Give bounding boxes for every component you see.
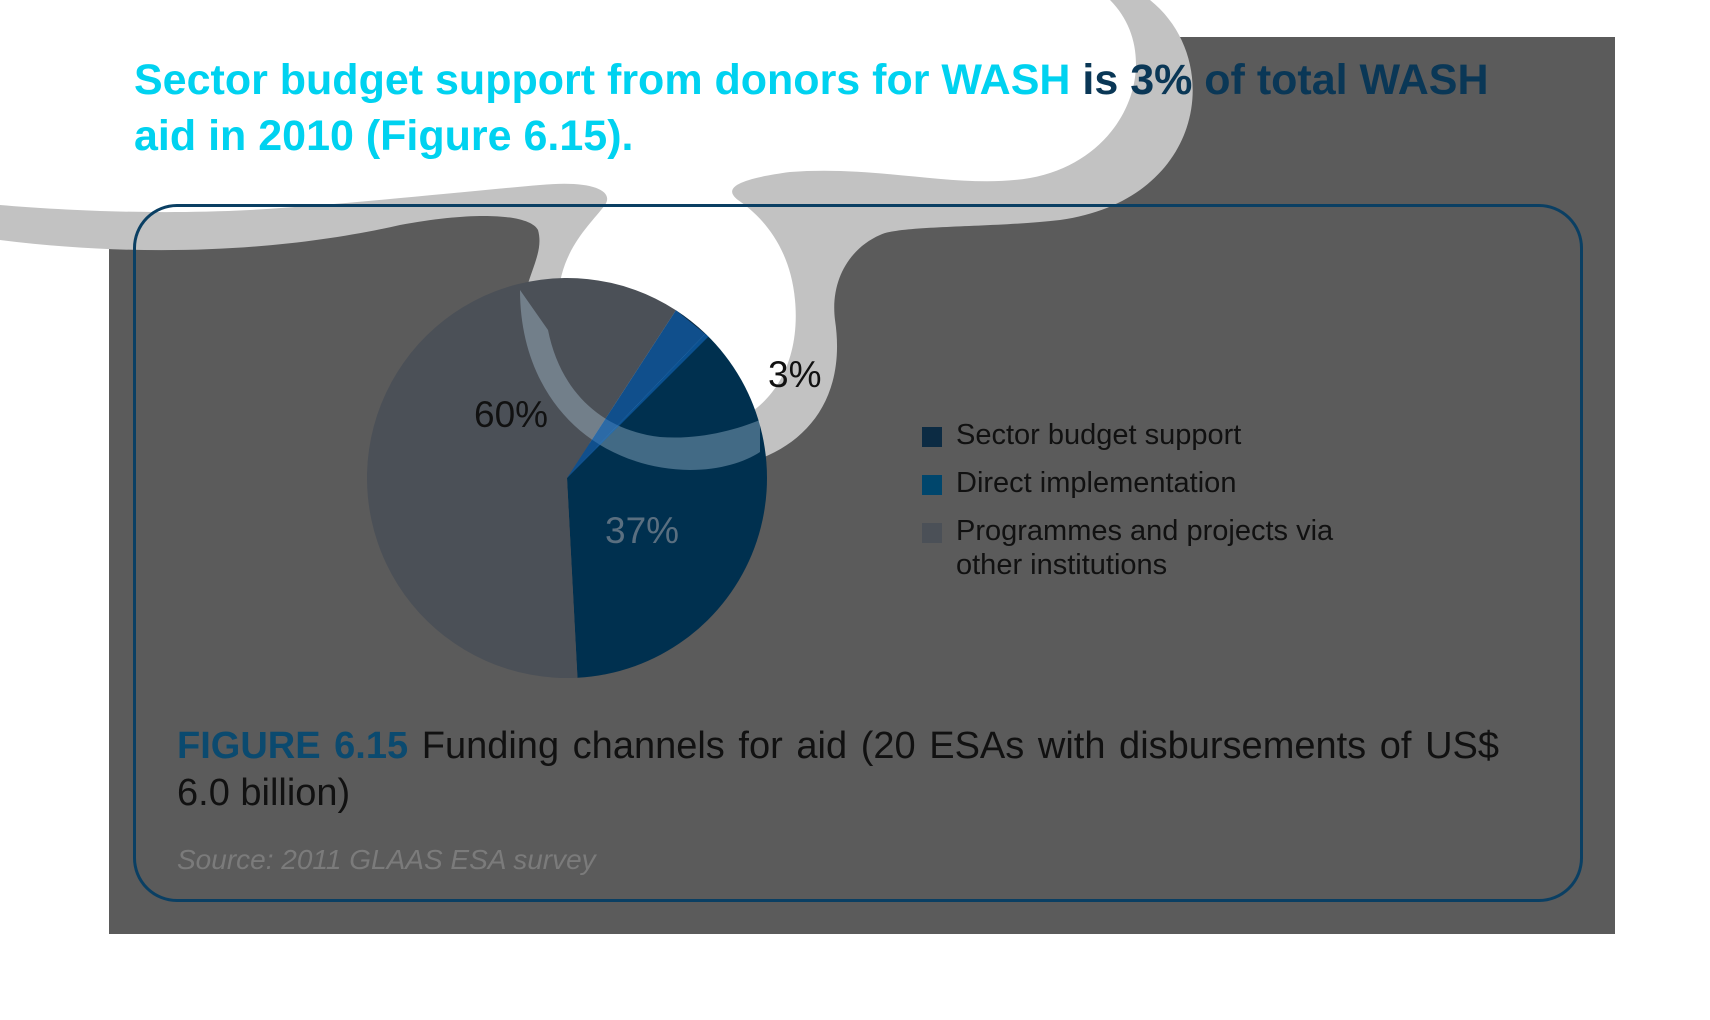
legend-label-line-2: other institutions (956, 549, 1168, 581)
figure-frame (133, 204, 1583, 902)
headline-emphasis: is 3% of total WASH (1070, 56, 1489, 104)
headline: Sector budget support from donors for WA… (134, 52, 1604, 164)
sector-budget-highlight (567, 310, 709, 478)
legend-label: Sector budget support (956, 419, 1242, 451)
droplet-overlay (520, 290, 760, 470)
legend-item-sector-budget: Sector budget support (922, 418, 1333, 452)
figure-caption-text: Funding channels for aid (20 ESAs with d… (177, 725, 1500, 814)
legend-label: Programmes and projects via (956, 515, 1334, 547)
headline-line-2: aid in 2010 (Figure 6.15). (134, 112, 634, 160)
chart-legend: Sector budget support Direct implementat… (922, 418, 1333, 596)
legend-swatch (922, 427, 942, 447)
legend-label: Direct implementation (956, 467, 1237, 499)
pie-slice-programmes (366, 277, 676, 678)
legend-swatch (922, 523, 942, 543)
headline-highlight: Sector budget support from donors for WA… (134, 56, 1071, 104)
splash-inner (0, 0, 1136, 430)
legend-item-direct-implementation: Direct implementation (922, 466, 1333, 500)
pie-slice-direct-implementation (567, 333, 767, 678)
slice-label-direct-implementation: 37% (605, 510, 680, 551)
source-note: Source: 2011 GLAAS ESA survey (177, 844, 596, 875)
figure-caption: FIGURE 6.15 Funding channels for aid (20… (177, 723, 1499, 817)
figure-number: FIGURE 6.15 (177, 725, 409, 767)
legend-swatch (922, 475, 942, 495)
slice-label-programmes: 60% (474, 394, 549, 435)
slice-label-sector-budget: 3% (768, 354, 822, 395)
legend-item-programmes: Programmes and projects via other instit… (922, 514, 1333, 582)
pie-slices (366, 277, 767, 678)
